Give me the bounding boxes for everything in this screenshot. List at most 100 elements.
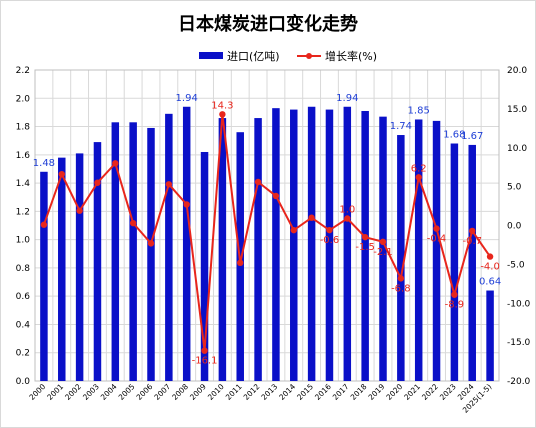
growth-point xyxy=(361,233,369,241)
growth-point xyxy=(219,111,226,118)
y-left-tick-label: 0.8 xyxy=(16,264,31,274)
bar xyxy=(58,157,66,381)
y-left-tick-label: 0.2 xyxy=(16,349,30,359)
bar xyxy=(397,135,405,381)
x-tick-label: 2006 xyxy=(135,382,155,402)
x-tick-label: 2020 xyxy=(384,382,404,402)
x-tick-label: 2009 xyxy=(188,382,208,402)
line-data-label: -16.1 xyxy=(192,356,218,367)
x-tick-label: 2004 xyxy=(99,382,119,402)
bar xyxy=(147,127,155,381)
y-left-tick-label: 0.4 xyxy=(16,320,31,330)
bar xyxy=(307,106,316,381)
y-right-tick-label: 0.0 xyxy=(507,222,522,232)
line-data-label: -6.8 xyxy=(391,283,411,294)
x-tick-label: 2023 xyxy=(438,382,458,402)
x-tick-label: 2015 xyxy=(295,382,315,402)
x-tick-label: 2001 xyxy=(45,382,65,402)
y-left-tick-label: 1.8 xyxy=(16,123,31,133)
growth-point xyxy=(451,291,458,298)
line-data-label: -0.6 xyxy=(320,235,340,246)
bar xyxy=(450,143,459,381)
growth-point xyxy=(308,214,315,221)
bar xyxy=(361,110,369,381)
bar-data-label: 1.74 xyxy=(390,121,412,132)
bar xyxy=(290,109,298,381)
growth-point xyxy=(94,179,101,186)
x-tick-label: 2010 xyxy=(206,382,226,402)
growth-point xyxy=(112,160,119,167)
bar xyxy=(343,106,352,381)
bar xyxy=(468,144,476,381)
legend-line-marker xyxy=(306,53,312,59)
bar xyxy=(165,113,173,381)
y-right-tick-label: -5.0 xyxy=(507,260,525,270)
growth-point xyxy=(272,192,280,200)
x-tick-label: 2003 xyxy=(81,382,101,402)
bar-data-label: 1.94 xyxy=(336,93,358,104)
line-layer xyxy=(40,111,494,354)
legend-line-label: 增长率(%) xyxy=(325,49,377,63)
bar xyxy=(200,151,209,381)
x-tick-label: 2016 xyxy=(313,382,333,402)
chart-title: 日本煤炭进口变化走势 xyxy=(178,13,358,35)
growth-point xyxy=(397,275,405,282)
growth-point xyxy=(326,226,333,234)
growth-point xyxy=(486,253,494,260)
growth-point xyxy=(201,347,208,354)
x-tick-label: 2014 xyxy=(277,382,297,402)
growth-point xyxy=(165,181,173,188)
y-right-tick-label: 10.0 xyxy=(507,144,527,154)
line-data-label: -0.7 xyxy=(462,236,482,247)
y-left-tick-label: 1.6 xyxy=(16,151,31,161)
line-data-label: 6.2 xyxy=(411,163,427,174)
bar xyxy=(182,106,191,381)
x-tick-label: 2022 xyxy=(420,382,440,402)
bar-data-label: 0.64 xyxy=(479,277,501,288)
bar-data-label: 1.85 xyxy=(408,105,430,116)
growth-point xyxy=(469,227,476,235)
growth-line xyxy=(42,114,491,351)
growth-point xyxy=(237,259,244,267)
bar-data-label: 1.94 xyxy=(176,93,198,104)
bar xyxy=(325,109,334,381)
growth-point xyxy=(433,225,440,232)
bar xyxy=(93,142,102,381)
growth-point xyxy=(40,221,48,228)
line-data-label: -0.4 xyxy=(427,234,447,245)
bars-layer xyxy=(40,106,494,382)
legend-bar-swatch xyxy=(199,52,223,59)
y-left-tick-label: 2.2 xyxy=(16,66,30,76)
y-left-tick-label: 0.6 xyxy=(16,292,31,302)
bar xyxy=(129,122,137,382)
y-right-tick-label: -15.0 xyxy=(507,338,531,348)
line-data-label: -8.9 xyxy=(445,300,465,311)
legend: 进口(亿吨) 增长率(%) xyxy=(199,49,377,63)
growth-point xyxy=(290,226,297,234)
bar xyxy=(111,122,120,382)
line-data-label: -1.5 xyxy=(355,242,375,253)
growth-point xyxy=(129,219,137,227)
x-tick-label: 2008 xyxy=(170,382,190,402)
bar xyxy=(486,290,494,381)
bar xyxy=(272,108,280,381)
y-left-tick-label: 1.0 xyxy=(16,236,31,246)
grid-layer xyxy=(34,69,500,382)
growth-point xyxy=(58,170,65,178)
x-tick-label: 2012 xyxy=(242,382,262,402)
line-data-label: -2.1 xyxy=(373,247,393,258)
line-data-label: 1.0 xyxy=(339,205,355,216)
growth-point xyxy=(183,201,190,208)
growth-point xyxy=(415,174,422,181)
bar-data-label: 1.68 xyxy=(443,130,465,141)
growth-point xyxy=(76,207,83,214)
bar xyxy=(75,153,84,381)
y-right-tick-label: 5.0 xyxy=(507,183,522,193)
plot-border xyxy=(34,69,500,382)
growth-point xyxy=(344,215,351,222)
x-tick-label: 2013 xyxy=(259,382,279,402)
bar xyxy=(432,120,441,382)
x-tick-label: 2019 xyxy=(367,382,387,402)
